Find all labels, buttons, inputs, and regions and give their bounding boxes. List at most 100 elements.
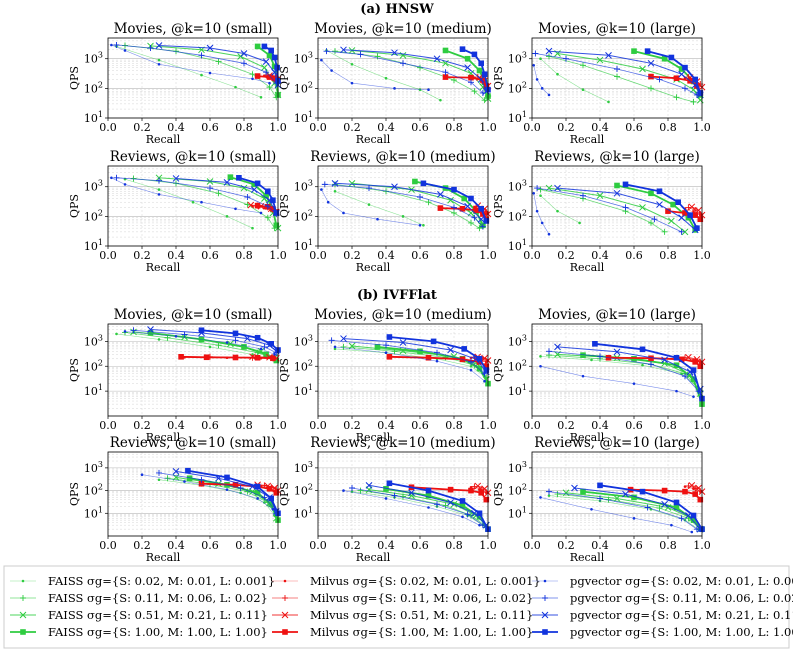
data-point — [464, 64, 471, 71]
data-point — [241, 60, 247, 67]
data-point — [639, 488, 646, 495]
data-point — [692, 212, 698, 218]
series-line — [557, 493, 701, 530]
data-point — [656, 76, 663, 83]
data-point — [251, 181, 257, 188]
data-point — [471, 483, 478, 490]
data-point — [157, 338, 161, 341]
data-point — [259, 211, 263, 215]
data-point — [263, 69, 270, 76]
legend-marker — [282, 595, 288, 601]
x-tick-label: 0.2 — [133, 121, 151, 134]
data-point — [661, 356, 668, 364]
series — [688, 481, 706, 495]
data-point — [232, 481, 239, 488]
x-tick-label: 0.4 — [167, 539, 185, 552]
x-tick-label: 0.4 — [167, 419, 185, 432]
data-point — [340, 46, 347, 54]
x-tick-label: 1.0 — [479, 539, 497, 552]
data-point — [682, 64, 688, 71]
y-tick-label: 102 — [508, 80, 527, 95]
legend-marker — [20, 595, 26, 601]
series — [554, 343, 704, 393]
data-point — [678, 66, 685, 72]
data-point — [265, 188, 271, 195]
data-point — [156, 177, 162, 184]
data-point — [232, 330, 239, 337]
series — [546, 53, 697, 105]
y-axis-label: QPS — [68, 358, 81, 382]
data-point — [350, 62, 354, 66]
data-point — [391, 183, 398, 191]
data-point — [262, 58, 270, 65]
data-point — [408, 489, 415, 497]
x-tick-label: 0.8 — [235, 121, 253, 134]
data-point — [607, 100, 610, 104]
subplot-title: Reviews, @k=10 (medium) — [310, 149, 495, 165]
data-point — [181, 331, 188, 338]
data-point — [546, 348, 552, 355]
x-tick-label: 0.0 — [99, 249, 117, 262]
data-point — [247, 201, 255, 209]
data-point — [592, 340, 598, 347]
data-point — [130, 327, 137, 334]
data-point — [264, 214, 271, 221]
data-point — [333, 190, 337, 193]
data-point — [270, 197, 276, 204]
data-point — [665, 208, 671, 214]
series-line — [535, 53, 698, 96]
series — [546, 488, 700, 533]
x-tick-label: 0.0 — [309, 121, 327, 134]
data-point — [384, 351, 388, 355]
x-tick-label: 0.4 — [167, 249, 185, 262]
data-point — [447, 346, 454, 354]
data-point — [580, 488, 586, 495]
series-line — [540, 195, 580, 224]
data-point — [632, 382, 636, 385]
y-tick-label: 102 — [84, 80, 103, 95]
data-point — [439, 98, 442, 102]
series — [178, 353, 276, 362]
series — [539, 364, 695, 398]
data-point — [123, 330, 127, 333]
data-point — [545, 47, 553, 55]
series — [349, 484, 486, 529]
series-line — [533, 65, 550, 96]
x-axis-label: Recall — [146, 261, 181, 274]
data-point — [535, 78, 539, 81]
data-point — [251, 226, 254, 230]
x-axis-label: Recall — [356, 261, 391, 274]
x-tick-label: 1.0 — [269, 249, 287, 262]
data-point — [236, 174, 242, 181]
data-point — [234, 85, 237, 89]
x-tick-label: 0.0 — [309, 249, 327, 262]
series-line — [111, 44, 270, 84]
series — [320, 188, 422, 227]
data-point — [259, 347, 263, 351]
data-point — [383, 342, 389, 349]
data-point — [556, 209, 559, 213]
data-point — [459, 502, 466, 509]
data-point — [340, 335, 347, 342]
gridlines — [532, 323, 702, 417]
data-point — [451, 209, 457, 216]
y-tick-label: 103 — [508, 460, 527, 475]
data-point — [476, 67, 483, 74]
data-point — [476, 225, 483, 232]
data-point — [224, 474, 230, 481]
y-tick-label: 102 — [508, 483, 527, 498]
data-point — [206, 44, 214, 52]
data-point — [250, 186, 258, 193]
legend-marker — [281, 611, 289, 619]
data-point — [461, 195, 467, 202]
series — [236, 174, 280, 216]
data-point — [476, 514, 483, 520]
series-line — [540, 58, 609, 103]
legend-label: Milvus σg={S: 0.51, M: 0.21, L: 0.11} — [310, 608, 533, 622]
data-point — [477, 76, 485, 83]
x-tick-label: 0.4 — [591, 121, 609, 134]
data-point — [113, 42, 120, 49]
series-line — [334, 191, 424, 226]
x-tick-label: 0.8 — [445, 419, 463, 432]
